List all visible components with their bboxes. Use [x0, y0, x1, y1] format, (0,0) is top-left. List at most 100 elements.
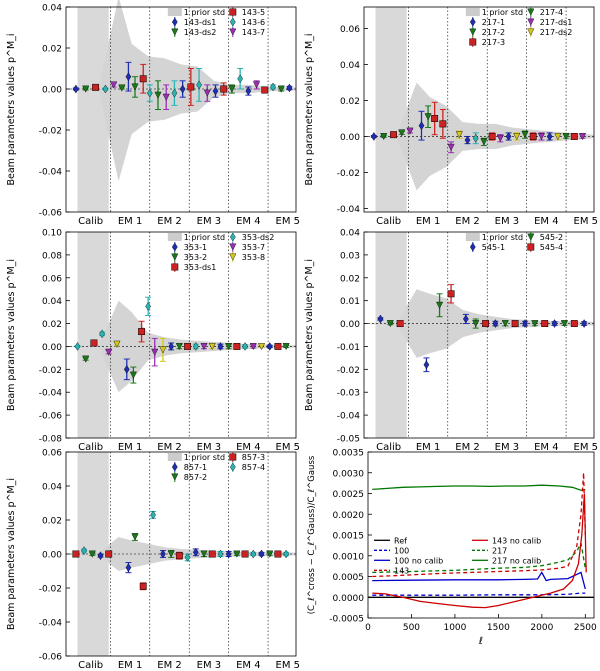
data-point	[554, 133, 562, 141]
legend-label: 217-ds1	[540, 18, 573, 27]
data-point	[546, 132, 553, 141]
data-point	[241, 550, 249, 558]
data-point	[159, 346, 167, 354]
series-line	[372, 493, 587, 609]
y-axis-label: Beam parameters values p^M_i	[6, 33, 17, 185]
y-tick-label: -0.02	[39, 585, 62, 595]
data-point	[253, 81, 261, 89]
legend-marker	[527, 8, 535, 16]
data-point	[431, 115, 439, 122]
x-axis-label: ℓ	[479, 636, 483, 647]
y-tick-label: 0.00	[42, 551, 62, 561]
x-tick-label: 1500	[487, 623, 510, 633]
x-tick-label: EM 3	[197, 660, 222, 671]
y-tick-label: 0.0015	[333, 532, 365, 542]
legend-label: 143-ds2	[184, 28, 217, 37]
data-point	[531, 320, 539, 328]
y-tick-label: 0.10	[42, 229, 62, 239]
data-point	[225, 549, 232, 559]
panel-p4: 0.04 0.03 0.02 0.01 0.00 -0.01 -0.02 -0.03 -0.04…	[304, 229, 598, 454]
x-tick-label: Calib	[376, 442, 401, 453]
data-point	[390, 131, 398, 139]
legend-marker	[229, 253, 237, 261]
data-point	[90, 339, 98, 347]
data-point	[138, 328, 146, 336]
data-point	[418, 121, 425, 131]
data-point	[270, 82, 276, 92]
calib-region	[375, 232, 407, 438]
legend-marker	[469, 38, 477, 46]
data-point	[578, 133, 587, 141]
y-tick-label: 0.03	[340, 251, 360, 261]
x-tick-label: EM 5	[276, 660, 301, 671]
data-point	[424, 113, 432, 121]
data-point	[146, 88, 153, 98]
data-point	[72, 550, 80, 558]
x-tick-label: 2500	[574, 623, 597, 633]
data-point	[160, 549, 166, 559]
y-tick-label: 0.0020	[333, 511, 365, 521]
legend-label: 100 no calib	[394, 556, 443, 565]
x-tick-label: 500	[403, 623, 420, 633]
legend-marker	[171, 17, 178, 27]
data-point	[560, 320, 568, 328]
data-point	[455, 131, 463, 139]
y-tick-label: 0.02	[42, 517, 62, 527]
x-tick-label: EM 2	[455, 442, 480, 453]
x-tick-label: Calib	[78, 442, 103, 453]
data-point	[488, 133, 496, 140]
data-point	[92, 83, 100, 91]
data-point	[179, 84, 186, 94]
x-tick-label: EM 3	[197, 442, 222, 453]
legend-label: 353-7	[242, 243, 265, 252]
legend-marker	[469, 28, 477, 36]
data-point	[88, 550, 96, 558]
x-tick-label: EM 4	[534, 216, 559, 227]
y-tick-label: -0.02	[337, 366, 360, 376]
x-tick-label: EM 1	[416, 442, 441, 453]
y-tick-label: 0.0035	[333, 449, 365, 459]
data-point	[217, 549, 224, 559]
data-point	[233, 342, 241, 350]
legend-marker	[469, 242, 476, 252]
y-tick-label: 0.04	[340, 229, 360, 239]
y-tick-label: -0.01	[337, 343, 360, 353]
data-point	[212, 86, 219, 96]
data-point	[570, 133, 578, 140]
data-point	[551, 319, 558, 328]
y-tick-label: 0.02	[42, 45, 62, 55]
prior-std-band	[370, 82, 594, 191]
legend-label: Ref	[394, 536, 407, 545]
data-point	[257, 343, 266, 351]
legend-marker	[527, 233, 535, 241]
data-point	[82, 85, 90, 93]
data-point	[436, 301, 444, 309]
legend-marker	[171, 462, 178, 472]
y-tick-label: -0.04	[337, 412, 361, 422]
y-tick-label: -0.02	[337, 169, 360, 179]
x-tick-label: EM 2	[157, 216, 182, 227]
legend-label: 143-7	[242, 28, 265, 37]
y-tick-label: -0.06	[39, 412, 63, 422]
legend-label: 545-1	[482, 243, 505, 252]
x-tick-label: EM 2	[157, 660, 182, 671]
series-line	[372, 484, 586, 491]
y-tick-label: 0.06	[340, 25, 360, 35]
data-point	[81, 546, 87, 555]
y-tick-label: 0.02	[340, 274, 360, 284]
calib-region	[375, 7, 407, 212]
x-tick-label: EM 2	[455, 216, 480, 227]
data-point	[82, 355, 90, 363]
data-point	[171, 88, 178, 98]
y-tick-label: 0.0010	[333, 552, 365, 562]
legend-label: 857-3	[242, 453, 265, 462]
data-point	[286, 83, 293, 93]
legend-label: 100	[394, 546, 409, 555]
x-tick-label: EM 2	[157, 442, 182, 453]
legend-label: 217-1	[482, 18, 505, 27]
legend-label: 545-4	[540, 243, 563, 252]
legend-marker	[229, 462, 236, 472]
y-tick-label: -0.04	[39, 619, 63, 629]
legend-label: 1 prior std	[482, 8, 523, 17]
data-point	[266, 342, 273, 351]
